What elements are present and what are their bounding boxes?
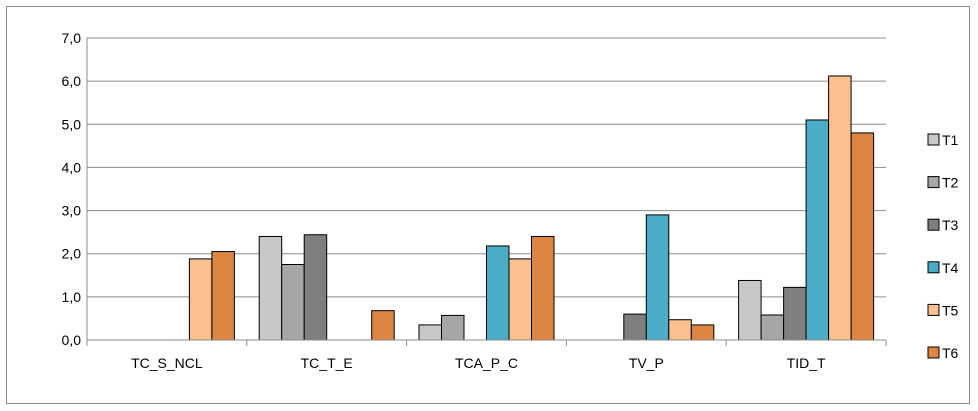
y-tick-label: 2,0 <box>62 246 82 262</box>
y-tick-label: 7,0 <box>62 30 82 46</box>
bar-T3-TV_P <box>623 313 647 341</box>
legend-swatch-T6 <box>927 346 940 359</box>
legend-label-T6: T6 <box>942 345 959 361</box>
x-tick-labels: TC_S_NCL TC_T_E TCA_P_C TV_P TID_T <box>131 355 826 371</box>
bar-T4-TID_T <box>805 119 830 341</box>
legend-swatch-T5 <box>927 303 940 316</box>
legend: T1 T2 T3 T4 T5 T6 <box>927 132 959 361</box>
y-tick-label: 6,0 <box>62 73 82 89</box>
bar-T1-TID_T <box>738 279 762 341</box>
legend-label-T1: T1 <box>942 132 959 148</box>
bar-T5-TC_S_NCL <box>188 258 213 341</box>
x-tick-label: TV_P <box>629 355 664 371</box>
y-tick-labels: 0,0 1,0 2,0 3,0 4,0 5,0 6,0 7,0 <box>62 30 82 348</box>
axes <box>86 38 887 346</box>
bar-T5-TV_P <box>668 319 692 341</box>
y-tick-label: 1,0 <box>62 289 82 305</box>
legend-swatch-T4 <box>927 261 940 274</box>
bar-T4-TV_P <box>645 214 670 341</box>
bar-T6-TCA_P_C <box>531 235 555 341</box>
bars <box>188 75 875 341</box>
bar-chart: 0,01,02,03,04,05,06,07,0 TC_S_NCL TC_T_E T… <box>62 30 959 371</box>
bar-T6-TC_T_E <box>371 310 395 341</box>
bar-T5-TCA_P_C <box>508 258 532 341</box>
bar-T6-TV_P <box>690 324 715 341</box>
y-tick-label: 0,0 <box>62 332 82 348</box>
chart-frame: 0,0 1,0 2,0 3,0 4,0 5,0 6,0 7,0 TC_S_NCL TC_T_E T… <box>6 6 970 404</box>
bar-T3-TC_T_E <box>303 234 328 341</box>
y-tick-label: 5,0 <box>62 116 82 132</box>
bar-T6-TID_T <box>850 132 875 341</box>
bar-T3-TID_T <box>783 286 807 341</box>
bar-T2-TID_T <box>760 314 785 341</box>
legend-swatch-T3 <box>927 218 940 231</box>
bar-T2-TCA_P_C <box>441 314 465 341</box>
bar-T1-TC_T_E <box>258 235 283 341</box>
bar-T5-TID_T <box>828 75 852 341</box>
y-tick-label: 4,0 <box>62 159 82 175</box>
legend-label-T3: T3 <box>942 217 959 233</box>
legend-label-T5: T5 <box>942 302 959 318</box>
bar-T6-TC_S_NCL <box>211 251 235 341</box>
legend-swatch-T2 <box>927 176 940 189</box>
legend-label-T2: T2 <box>942 175 959 191</box>
x-tick-label: TC_S_NCL <box>131 355 203 371</box>
x-tick-label: TCA_P_C <box>455 355 518 371</box>
x-tick-label: TID_T <box>787 355 826 371</box>
x-tick-label: TC_T_E <box>301 355 353 371</box>
y-tick-label: 3,0 <box>62 203 82 219</box>
bar-T4-TCA_P_C <box>486 245 510 341</box>
legend-label-T4: T4 <box>942 260 959 276</box>
legend-swatch-T1 <box>927 133 940 146</box>
bar-T2-TC_T_E <box>281 264 305 341</box>
bar-T1-TCA_P_C <box>418 324 442 341</box>
